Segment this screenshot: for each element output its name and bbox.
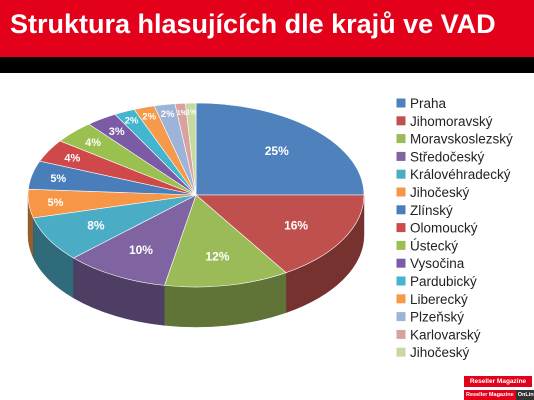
pie-slice-1 (195, 102, 365, 196)
pie-slice-3 (164, 194, 287, 288)
pie-data-label-4: 10% (129, 243, 153, 257)
pie-data-label-13: 2% (161, 109, 175, 120)
pie-data-label-5: 8% (87, 218, 105, 232)
pie-data-label-7: 5% (50, 173, 66, 185)
legend-swatch-12 (396, 294, 406, 304)
pie-slice-15 (185, 102, 197, 196)
title-bar: Struktura hlasujících dle krajů ve VAD (0, 0, 534, 57)
legend-swatch-6 (396, 187, 406, 197)
legend-label-2: Jihomoravský (410, 114, 493, 129)
legend-label-3: Moravskoslezský (410, 132, 513, 147)
legend-label-11: Pardubický (410, 274, 477, 289)
pie-data-label-9: 4% (85, 137, 101, 149)
pie-top-layer (27, 102, 365, 288)
legend-label-1: Praha (410, 96, 447, 111)
chart-title: Struktura hlasujících dle krajů ve VAD (10, 9, 496, 39)
legend-swatch-14 (396, 329, 406, 339)
pie-slice-4 (72, 194, 197, 286)
legend-swatch-15 (396, 347, 406, 357)
pie-slice-2 (195, 194, 365, 274)
pie-data-label-3: 12% (205, 250, 229, 264)
legend-label-15: Jihočeský (410, 345, 470, 360)
legend-swatch-9 (396, 240, 406, 250)
legend-label-8: Olomoucký (410, 221, 478, 236)
legend-label-10: Vysočina (410, 256, 465, 271)
legend-label-7: Zlínský (410, 203, 453, 218)
legend-label-4: Středočeský (410, 149, 485, 164)
legend-label-6: Jihočeský (410, 185, 470, 200)
pie-data-label-14: 1% (177, 110, 188, 117)
legend-swatch-3 (396, 134, 406, 144)
logo-bottom-right-text: OnLine (515, 390, 534, 400)
pie-data-label-2: 16% (284, 218, 308, 232)
pie-data-label-11: 2% (125, 115, 139, 126)
legend-label-5: Královéhradecký (410, 167, 511, 182)
legend-swatch-13 (396, 312, 406, 322)
legend-swatch-8 (396, 223, 406, 233)
logo-top-text: Reseller Magazine (464, 376, 532, 387)
logo-bottom-left-text: Reseller Magazine (464, 390, 516, 400)
reseller-magazine-logo: Reseller Magazine Reseller Magazine OnLi… (464, 376, 534, 400)
legend-label-9: Ústecký (410, 238, 458, 253)
legend-label-13: Plzeňský (410, 310, 464, 325)
pie-data-label-6: 5% (48, 197, 64, 209)
pie-data-label-8: 4% (64, 153, 80, 165)
legend-swatch-10 (396, 258, 406, 268)
pie-data-label-10: 3% (109, 126, 125, 138)
legend-label-14: Karlovarský (410, 327, 481, 342)
legend-swatch-1 (396, 98, 406, 108)
pie-data-label-15: 1% (186, 110, 197, 117)
pie-data-label-1: 25% (265, 144, 289, 158)
legend-label-12: Liberecký (410, 292, 468, 307)
chart-legend: Praha Jihomoravský Moravskoslezský Středoče… (396, 96, 513, 360)
logo-bottom: Reseller Magazine OnLine (464, 390, 534, 400)
legend-swatch-5 (396, 169, 406, 179)
legend-swatch-4 (396, 151, 406, 161)
pie-label-layer: 25%16%12%10%8%5%5%4%4%3%2% 2% 2% 1% 1% (48, 109, 309, 264)
pie-data-label-12: 2% (142, 112, 156, 123)
legend-swatch-11 (396, 276, 406, 286)
legend-swatch-2 (396, 116, 406, 126)
title-underline-band (0, 57, 534, 73)
legend-swatch-7 (396, 205, 406, 215)
